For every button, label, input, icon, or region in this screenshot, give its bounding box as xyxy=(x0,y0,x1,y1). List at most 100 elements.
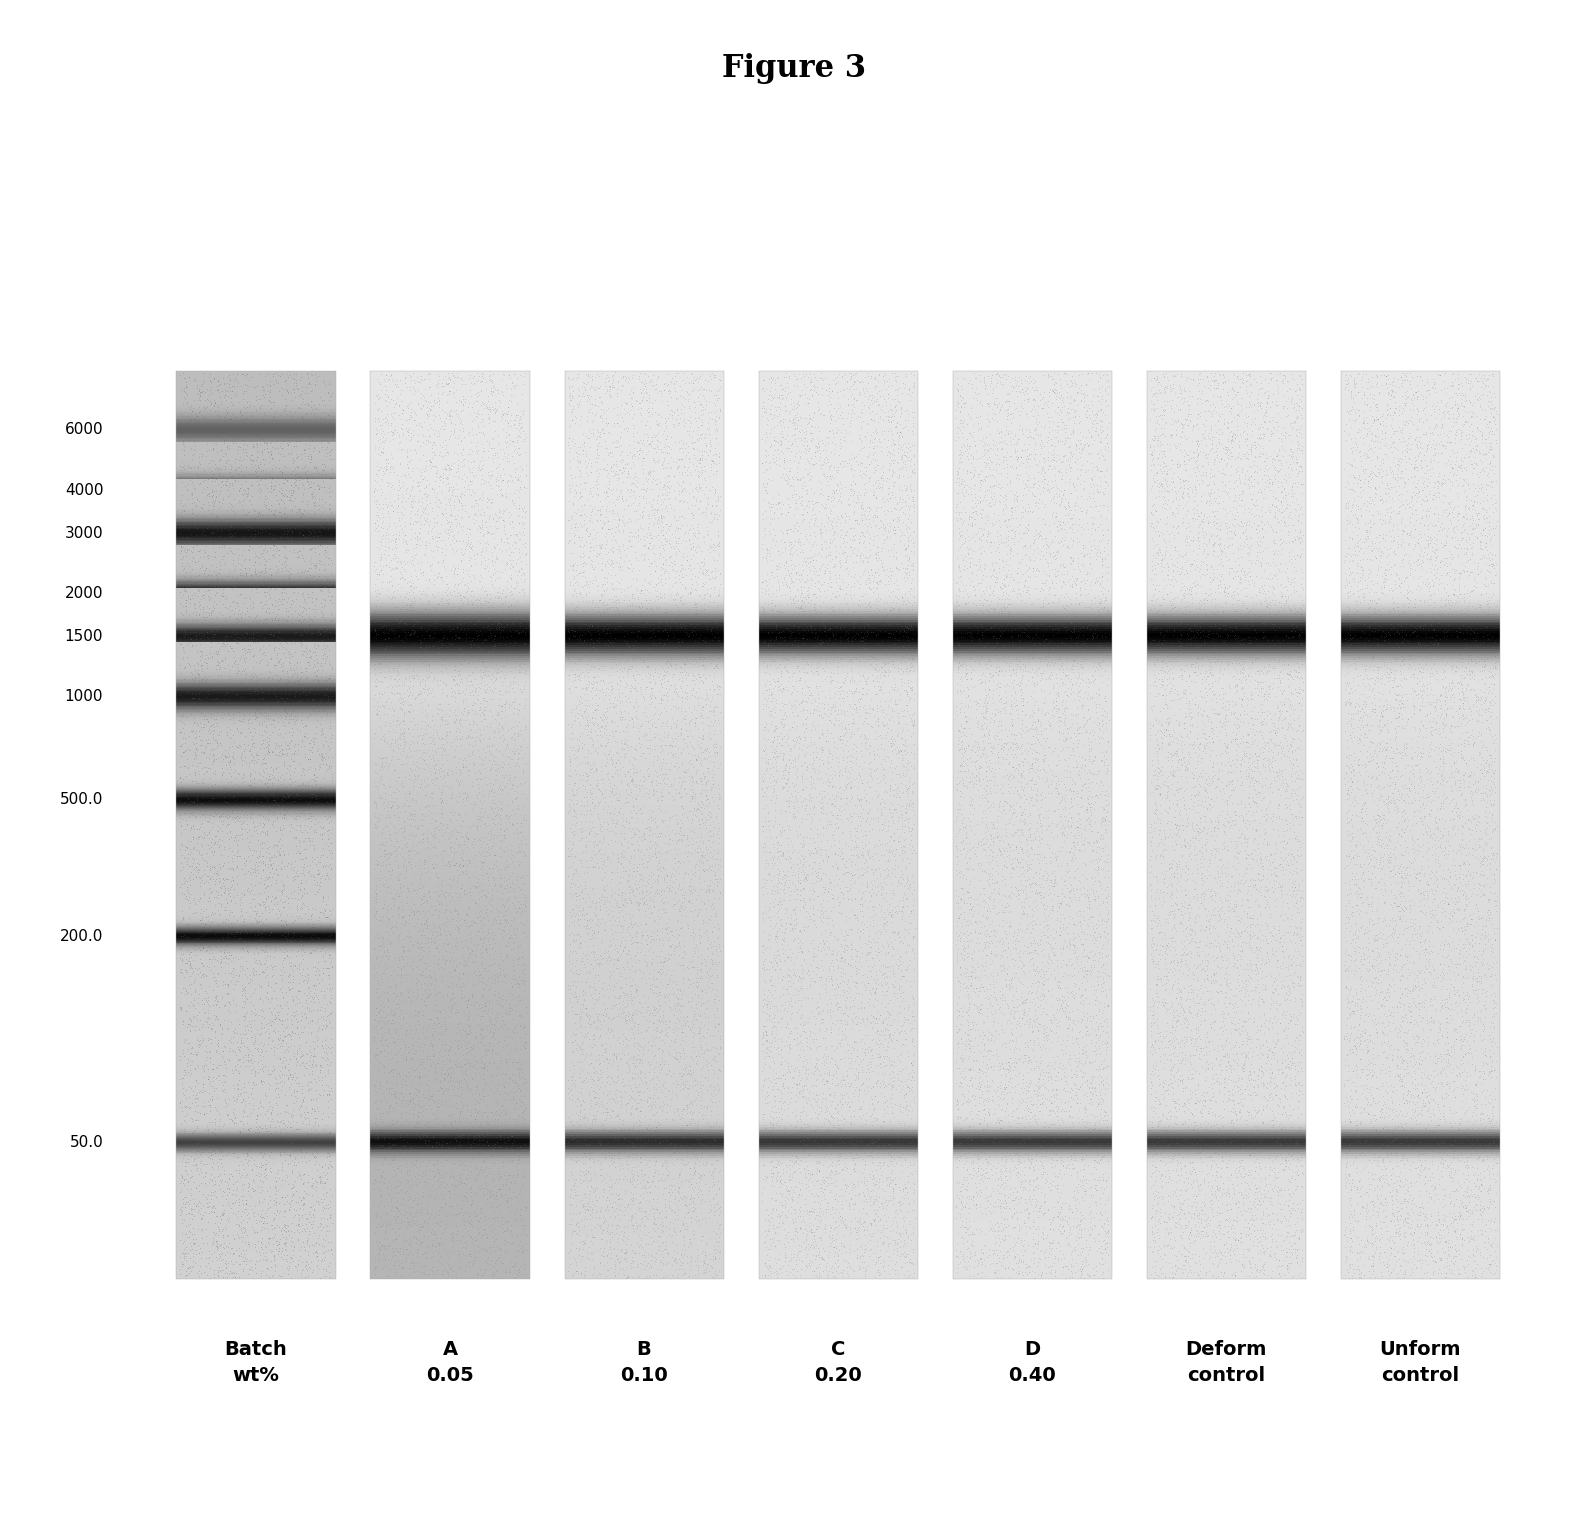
Point xyxy=(1401,657,1427,681)
Point xyxy=(699,1198,725,1222)
Point xyxy=(1225,1090,1251,1114)
Point xyxy=(898,899,923,924)
Point xyxy=(172,1185,197,1210)
Point xyxy=(679,1014,704,1039)
Point xyxy=(1085,1058,1111,1083)
Point xyxy=(672,1040,698,1064)
Point xyxy=(852,503,877,527)
Point xyxy=(610,1248,636,1272)
Point xyxy=(507,1063,532,1087)
Point xyxy=(1201,683,1227,707)
Point xyxy=(372,460,397,484)
Point xyxy=(631,961,656,986)
Point xyxy=(580,636,605,660)
Point xyxy=(370,441,396,465)
Point xyxy=(184,736,210,760)
Point xyxy=(318,692,343,716)
Point xyxy=(1158,1234,1184,1258)
Point xyxy=(1367,1251,1392,1275)
Point xyxy=(1181,1170,1206,1195)
Point xyxy=(1017,418,1042,442)
Point xyxy=(1354,995,1379,1019)
Point xyxy=(1038,365,1063,389)
Point xyxy=(423,391,448,415)
Point xyxy=(1026,766,1052,790)
Point xyxy=(679,537,704,562)
Point xyxy=(397,954,423,978)
Point xyxy=(508,540,534,565)
Point xyxy=(211,1095,237,1119)
Point xyxy=(1363,363,1389,388)
Point xyxy=(1236,922,1262,946)
Point xyxy=(270,874,296,898)
Bar xyxy=(953,831,1112,833)
Point xyxy=(427,810,453,834)
Point xyxy=(1181,441,1206,465)
Point xyxy=(688,550,713,574)
Point xyxy=(783,495,809,519)
Point xyxy=(985,724,1011,748)
Point xyxy=(1171,439,1197,463)
Point xyxy=(1209,539,1235,563)
Point xyxy=(421,951,447,975)
Point xyxy=(380,1046,405,1070)
Point xyxy=(1026,963,1052,987)
Point xyxy=(1063,815,1088,839)
Point xyxy=(612,1034,637,1058)
Point xyxy=(1228,802,1254,827)
Point xyxy=(1093,1030,1119,1054)
Point xyxy=(191,964,216,989)
Point xyxy=(1467,650,1492,674)
Bar xyxy=(176,1254,335,1255)
Point xyxy=(367,833,392,857)
Point xyxy=(280,719,305,743)
Point xyxy=(370,1160,396,1184)
Point xyxy=(972,686,998,710)
Point xyxy=(489,1184,515,1208)
Point xyxy=(372,636,397,660)
Point xyxy=(809,881,834,905)
Point xyxy=(439,457,464,481)
Point xyxy=(804,990,829,1014)
Point xyxy=(491,993,516,1017)
Point xyxy=(604,719,629,743)
Point xyxy=(947,383,972,407)
Point xyxy=(653,975,679,999)
Point xyxy=(845,453,871,477)
Point xyxy=(269,1237,294,1261)
Point xyxy=(1243,494,1268,518)
Point xyxy=(1004,397,1030,421)
Point xyxy=(1454,996,1479,1020)
Point xyxy=(377,1008,402,1033)
Point xyxy=(394,1199,419,1223)
Point xyxy=(998,565,1023,589)
Point xyxy=(1425,1061,1451,1086)
Point xyxy=(947,398,972,422)
Point xyxy=(1006,942,1031,966)
Point xyxy=(896,1137,922,1161)
Point xyxy=(1087,1201,1112,1225)
Point xyxy=(394,1022,419,1046)
Point xyxy=(480,1217,505,1241)
Point xyxy=(644,424,669,448)
Point xyxy=(1170,1045,1195,1069)
Point xyxy=(507,1004,532,1028)
Point xyxy=(494,1131,520,1155)
Point xyxy=(674,1201,699,1225)
Point xyxy=(988,777,1014,801)
Point xyxy=(216,855,242,880)
Point xyxy=(1284,1219,1309,1243)
Point xyxy=(1258,1066,1284,1090)
Point xyxy=(1440,696,1465,721)
Point xyxy=(620,1187,645,1211)
Point xyxy=(1190,893,1216,917)
Point xyxy=(763,600,788,624)
Point xyxy=(1149,1173,1174,1198)
Point xyxy=(237,412,262,436)
Point xyxy=(311,943,337,967)
Point xyxy=(1417,531,1443,556)
Point xyxy=(1139,448,1165,472)
Point xyxy=(1436,996,1462,1020)
Point xyxy=(254,943,280,967)
Point xyxy=(974,477,999,501)
